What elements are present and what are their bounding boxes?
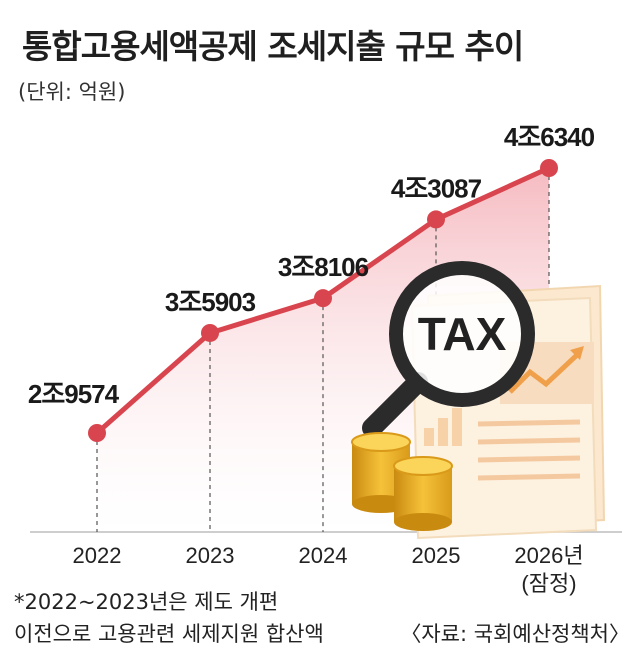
x-tick-label: 2025	[412, 543, 461, 568]
data-point	[201, 323, 219, 342]
data-point	[314, 289, 332, 308]
data-point	[88, 424, 106, 442]
magnifying-glass-icon: TAX	[362, 261, 535, 438]
coin-stack-icon	[351, 432, 453, 531]
x-tick-label: 2022	[73, 543, 122, 568]
data-point	[540, 159, 558, 177]
footnote-line-1: *2022~2023년은 제도 개편	[14, 590, 279, 614]
data-label: 3조5903	[165, 287, 256, 317]
source-label: 〈자료: 국회예산정책처〉	[400, 622, 630, 646]
x-tick-sublabel: (잠정)	[521, 571, 576, 596]
unit-label: (단위: 억원)	[18, 80, 126, 104]
data-label: 3조8106	[278, 252, 369, 282]
x-tick-label: 2024	[299, 543, 348, 568]
footnote-line-2: 이전으로 고용관련 세제지원 합산액	[14, 622, 324, 646]
data-label: 4조3087	[391, 173, 482, 203]
footnote: *2022~2023년은 제도 개편 이전으로 고용관련 세제지원 합산액	[14, 586, 324, 650]
x-tick-label: 2026년	[514, 543, 583, 568]
x-tick-label: 2023	[186, 543, 235, 568]
data-point	[427, 210, 445, 229]
data-label: 4조6340	[504, 122, 595, 152]
chart-title: 통합고용세액공제 조세지출 규모 추이	[22, 27, 524, 66]
data-label: 2조9574	[28, 379, 120, 409]
tax-label: TAX	[418, 308, 507, 360]
